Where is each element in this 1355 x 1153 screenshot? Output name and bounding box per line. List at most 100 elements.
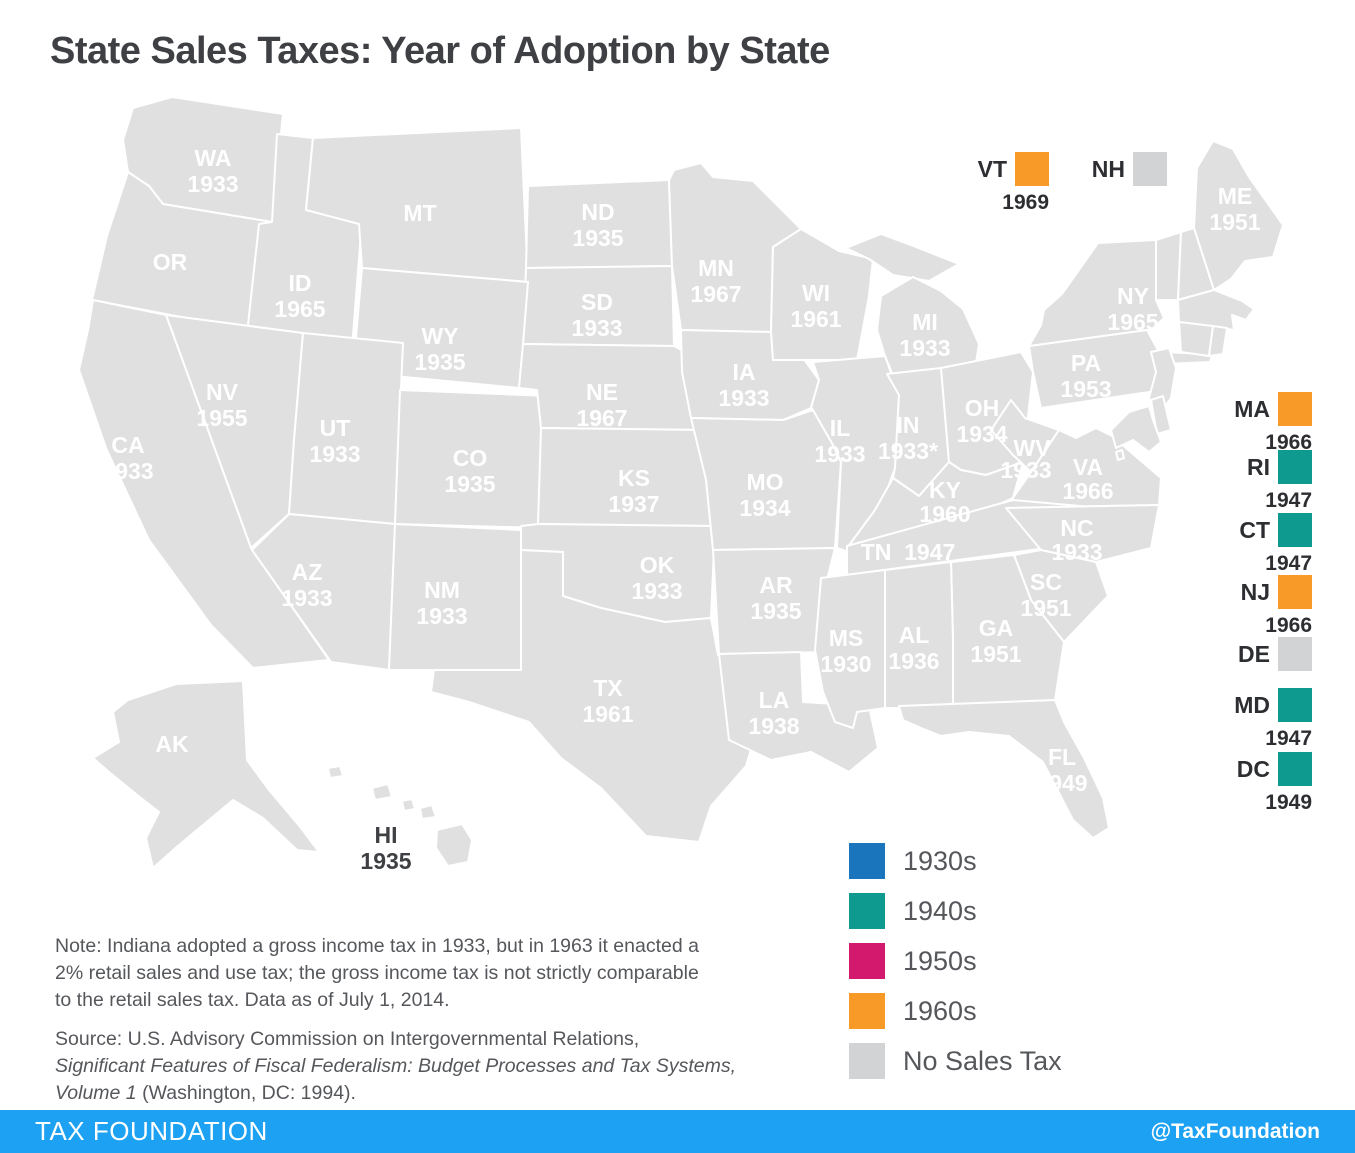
state-shape-fl: [898, 699, 1110, 839]
callout-dc-year: 1949: [1265, 791, 1312, 814]
svg-text:1936: 1936: [888, 648, 939, 674]
svg-text:OR: OR: [153, 249, 188, 275]
svg-text:NY: NY: [1117, 283, 1149, 309]
svg-text:1933: 1933: [631, 578, 682, 604]
svg-text:1933: 1933: [281, 585, 332, 611]
svg-text:NV: NV: [206, 379, 239, 405]
callout-ri: RI 1947: [1214, 450, 1312, 512]
callout-vt: VT 1969: [951, 152, 1049, 214]
state-shape-tx: [430, 549, 762, 843]
svg-text:UT: UT: [320, 415, 351, 441]
svg-text:PA: PA: [1071, 350, 1101, 376]
svg-text:TN 1947: TN 1947: [861, 539, 956, 565]
svg-text:1933: 1933: [416, 603, 467, 629]
legend-label-1960s: 1960s: [903, 995, 977, 1026]
callout-ma-swatch: [1278, 392, 1312, 426]
state-shape-nc: [1005, 504, 1160, 563]
svg-text:1967: 1967: [690, 281, 741, 307]
svg-text:NC: NC: [1060, 515, 1093, 541]
svg-text:IL: IL: [830, 415, 850, 441]
svg-text:ME: ME: [1218, 183, 1253, 209]
callout-ri-year: 1947: [1265, 489, 1312, 512]
footer-bar: TAX FOUNDATION @TaxFoundation: [0, 1110, 1355, 1153]
state-shape-hi-2: [371, 783, 393, 801]
svg-text:AL: AL: [899, 622, 930, 648]
svg-text:SC: SC: [1030, 569, 1062, 595]
callout-md-swatch: [1278, 688, 1312, 722]
state-shape-me: [1193, 140, 1284, 291]
svg-text:WA: WA: [194, 145, 231, 171]
state-shape-la: [718, 651, 879, 773]
svg-text:1938: 1938: [748, 713, 799, 739]
callout-nj-year: 1966: [1265, 614, 1312, 637]
svg-text:1933: 1933: [899, 335, 950, 361]
state-shape-hi-4: [419, 804, 437, 820]
callout-nj-abbr: NJ: [1240, 579, 1270, 605]
state-shape-ca: [78, 299, 330, 669]
state-shapes: [78, 96, 1284, 869]
svg-text:1933: 1933: [1051, 539, 1102, 565]
svg-text:1934: 1934: [739, 495, 790, 521]
svg-text:NE: NE: [586, 379, 618, 405]
state-shape-ak: [92, 680, 320, 869]
legend-swatch-no-sales-tax: [849, 1043, 885, 1079]
source-text: Source: U.S. Advisory Commission on Inte…: [55, 1026, 736, 1107]
state-label-or: OR: [153, 249, 188, 275]
svg-text:MT: MT: [403, 200, 436, 226]
legend-row-1950s: 1950s: [849, 943, 977, 979]
state-shape-md: [1110, 405, 1162, 453]
svg-text:ND: ND: [581, 199, 614, 225]
svg-text:KY: KY: [929, 477, 961, 503]
svg-text:AR: AR: [759, 572, 793, 598]
state-label-mt: MT: [403, 200, 436, 226]
note-line-2: 2% retail sales and use tax; the gross i…: [55, 962, 699, 984]
legend-swatch-1960s: [849, 993, 885, 1029]
state-shape-hi-5: [435, 823, 473, 867]
svg-text:1933: 1933: [814, 441, 865, 467]
svg-text:1951: 1951: [970, 641, 1021, 667]
svg-text:GA: GA: [979, 615, 1014, 641]
svg-text:1935: 1935: [444, 471, 495, 497]
svg-text:MN: MN: [698, 255, 734, 281]
svg-text:1937: 1937: [608, 491, 659, 517]
page-title: State Sales Taxes: Year of Adoption by S…: [50, 30, 830, 72]
state-shape-hi-1: [327, 765, 344, 779]
svg-text:1935: 1935: [572, 225, 623, 251]
callout-nh-abbr: NH: [1091, 156, 1125, 182]
state-shape-ct: [1178, 321, 1214, 357]
callout-vt-abbr: VT: [977, 156, 1007, 182]
note-line-3: to the retail sales tax. Data as of July…: [55, 989, 450, 1011]
svg-text:1949: 1949: [1036, 770, 1087, 796]
callout-ri-swatch: [1278, 450, 1312, 484]
state-shape-dc: [1115, 449, 1125, 461]
svg-text:1933: 1933: [571, 315, 622, 341]
callout-de: DE: [1214, 637, 1312, 671]
legend-row-no-sales-tax: No Sales Tax: [849, 1043, 1062, 1079]
svg-text:WI: WI: [802, 280, 830, 306]
legend-label-1930s: 1930s: [903, 845, 977, 876]
svg-text:1961: 1961: [582, 701, 633, 727]
